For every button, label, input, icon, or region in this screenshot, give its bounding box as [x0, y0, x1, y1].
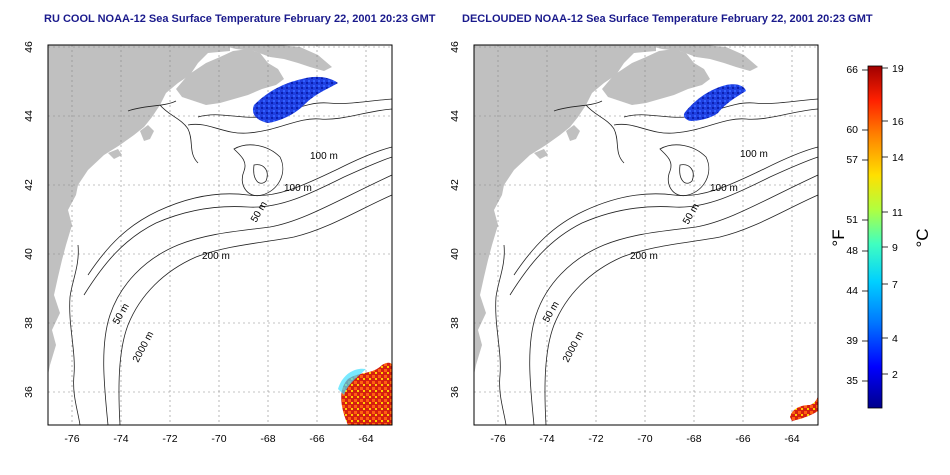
svg-text:48: 48 [846, 245, 858, 257]
svg-text:14: 14 [892, 152, 904, 164]
svg-text:38: 38 [23, 317, 35, 329]
svg-text:38: 38 [449, 317, 461, 329]
colorbar-tick-marks [862, 67, 888, 382]
left-panel: RU COOL NOAA-12 Sea Surface Temperature … [23, 13, 436, 445]
left-y-axis: 46 44 42 40 38 36 [23, 41, 35, 398]
svg-text:35: 35 [846, 375, 858, 387]
contour-label-100m-a: 100 m [310, 151, 338, 162]
svg-text:-76: -76 [490, 433, 505, 445]
svg-text:16: 16 [892, 116, 904, 128]
svg-text:11: 11 [892, 207, 903, 219]
svg-text:46: 46 [23, 41, 35, 53]
svg-text:40: 40 [449, 248, 461, 260]
svg-text:-70: -70 [211, 433, 226, 445]
svg-text:51: 51 [846, 214, 858, 226]
svg-text:46: 46 [449, 41, 461, 53]
colorbar-gradient [867, 65, 883, 409]
svg-text:40: 40 [23, 248, 35, 260]
right-contour-label-100m-b: 100 m [710, 183, 738, 194]
right-warm-sst-patch [790, 395, 818, 421]
svg-text:-68: -68 [686, 433, 701, 445]
svg-text:-74: -74 [113, 433, 128, 445]
svg-text:-68: -68 [260, 433, 275, 445]
svg-text:-72: -72 [162, 433, 177, 445]
colorbar-unit-fahrenheit: °F [829, 229, 848, 246]
svg-text:44: 44 [449, 110, 461, 122]
svg-text:60: 60 [846, 124, 858, 136]
svg-text:-66: -66 [309, 433, 324, 445]
svg-text:9: 9 [892, 242, 898, 254]
left-cyan-sst-fringe [338, 368, 366, 395]
svg-text:57: 57 [846, 154, 858, 166]
svg-text:-74: -74 [539, 433, 554, 445]
svg-text:-76: -76 [64, 433, 79, 445]
right-panel: DECLOUDED NOAA-12 Sea Surface Temperatur… [449, 13, 873, 445]
svg-text:7: 7 [892, 279, 898, 291]
svg-text:36: 36 [449, 386, 461, 398]
svg-text:44: 44 [23, 110, 35, 122]
right-cold-sst-patch [683, 84, 746, 121]
svg-text:-64: -64 [784, 433, 799, 445]
right-contour-label-200m: 200 m [630, 251, 658, 262]
svg-text:19: 19 [892, 63, 904, 75]
svg-text:42: 42 [449, 179, 461, 191]
right-x-axis: -76 -74 -72 -70 -68 -66 -64 [490, 433, 799, 445]
left-x-axis: -76 -74 -72 -70 -68 -66 -64 [64, 433, 373, 445]
svg-text:42: 42 [23, 179, 35, 191]
svg-text:39: 39 [846, 335, 858, 347]
left-map: 100 m 100 m 50 m 200 m 50 m 2000 m [47, 44, 393, 426]
colorbar: 66 60 57 51 48 44 39 35 [829, 63, 932, 409]
svg-text:-66: -66 [735, 433, 750, 445]
right-contour-label-100m-a: 100 m [740, 149, 768, 160]
svg-text:4: 4 [892, 333, 898, 345]
colorbar-unit-celsius: °C [913, 228, 932, 247]
contour-label-200m: 200 m [202, 251, 230, 262]
colorbar-fahrenheit-ticks: 66 60 57 51 48 44 39 35 [846, 64, 858, 387]
svg-text:-64: -64 [358, 433, 373, 445]
right-panel-title: DECLOUDED NOAA-12 Sea Surface Temperatur… [462, 13, 873, 25]
svg-text:66: 66 [846, 64, 858, 76]
svg-text:44: 44 [846, 285, 858, 297]
right-map: 100 m 100 m 50 m 200 m 50 m 2000 m [473, 44, 819, 426]
contour-label-100m-b: 100 m [284, 183, 312, 194]
left-panel-title: RU COOL NOAA-12 Sea Surface Temperature … [44, 13, 436, 25]
right-y-axis: 46 44 42 40 38 36 [449, 41, 461, 398]
left-cold-sst-patch [252, 76, 338, 123]
svg-text:-70: -70 [637, 433, 652, 445]
svg-text:36: 36 [23, 386, 35, 398]
svg-text:-72: -72 [588, 433, 603, 445]
svg-text:2: 2 [892, 369, 898, 381]
colorbar-celsius-ticks: 19 16 14 11 9 7 4 2 [892, 63, 904, 381]
